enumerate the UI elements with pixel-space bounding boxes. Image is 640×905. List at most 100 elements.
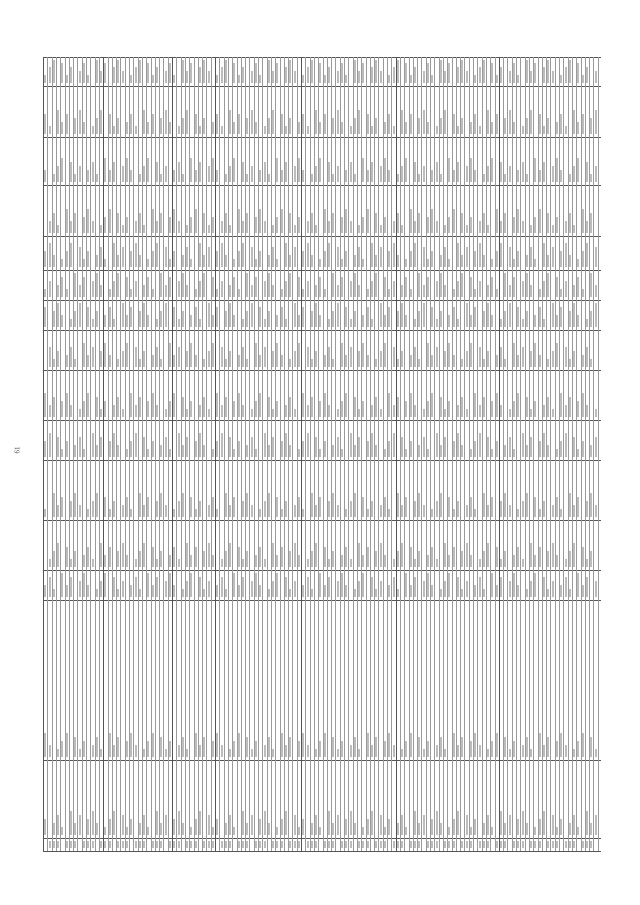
column-rule [43,570,601,571]
cell-text [353,589,356,597]
cell-text [121,841,124,848]
cell-text [435,745,438,757]
cell-text [560,585,563,597]
cell-text [568,551,571,567]
row-rule [455,57,457,851]
cell-text [568,397,571,417]
cell-text [487,749,490,757]
row-rule [279,57,281,851]
cell-text [168,122,171,134]
cell-text [143,110,146,134]
cell-text [100,409,103,417]
cell-text [289,255,292,267]
cell-text [95,311,98,327]
cell-text [100,351,103,367]
cell-text [82,277,85,297]
cell-text [276,573,279,597]
cell-text [345,509,348,517]
cell-text [52,823,55,835]
cell-text [138,841,141,848]
cell-text [435,811,438,835]
cell-text [190,259,193,267]
cell-text [564,243,567,267]
cell-text [358,225,361,233]
cell-text [211,277,214,297]
cell-text [108,307,111,327]
cell-text [530,749,533,757]
cell-text [267,255,270,267]
cell-text [564,745,567,757]
cell-text [418,311,421,327]
cell-text [525,118,528,134]
cell-text [512,217,515,233]
cell-text [164,303,167,327]
cell-text [508,247,511,267]
cell-text [392,405,395,417]
cell-text [319,827,322,835]
cell-text [594,749,597,757]
cell-text [173,585,176,597]
row-rule [430,57,431,851]
cell-text [203,551,206,567]
cell-text [414,559,416,567]
cell-text [242,405,244,417]
cell-text [495,355,498,367]
cell-text [302,733,305,757]
cell-text [138,359,141,367]
cell-text [414,841,416,848]
cell-text [594,815,597,835]
cell-text [164,110,167,134]
cell-text [199,405,201,417]
cell-text [388,393,391,417]
cell-text [362,217,365,233]
cell-text [551,581,554,597]
cell-text [297,827,300,835]
row-rule [580,57,582,851]
cell-text [100,71,103,83]
cell-text [78,247,81,267]
cell-text [211,841,214,848]
cell-text [250,749,253,757]
cell-text [285,162,287,182]
cell-text [108,441,111,457]
cell-text [439,174,442,182]
cell-text [113,501,115,517]
cell-text [276,63,279,83]
cell-text [168,63,171,83]
cell-text [194,509,197,517]
cell-text [323,733,326,757]
cell-text [216,114,219,134]
cell-text [573,543,576,567]
cell-text [143,815,146,835]
cell-text [259,75,262,83]
cell-text [52,841,55,848]
cell-text [130,733,133,757]
cell-text [564,841,567,848]
cell-text [495,251,498,267]
cell-text [91,162,94,182]
cell-text [100,110,103,134]
cell-text [65,393,68,417]
cell-text [508,815,511,835]
cell-text [426,122,429,134]
cell-text [108,819,111,835]
row-rule [283,57,285,851]
cell-text [285,745,287,757]
cell-text [371,281,373,297]
cell-text [263,319,266,327]
cell-text [78,409,81,417]
cell-text [229,110,232,134]
cell-text [538,289,541,297]
cell-text [138,60,141,83]
cell-text [336,437,339,457]
cell-text [500,243,502,267]
cell-text [379,543,382,567]
cell-text [512,63,515,83]
cell-text [444,71,447,83]
cell-text [439,311,442,327]
cell-text [78,110,81,134]
cell-text [345,307,348,327]
row-rule [533,57,535,851]
cell-text [194,819,197,835]
cell-text [452,819,455,835]
